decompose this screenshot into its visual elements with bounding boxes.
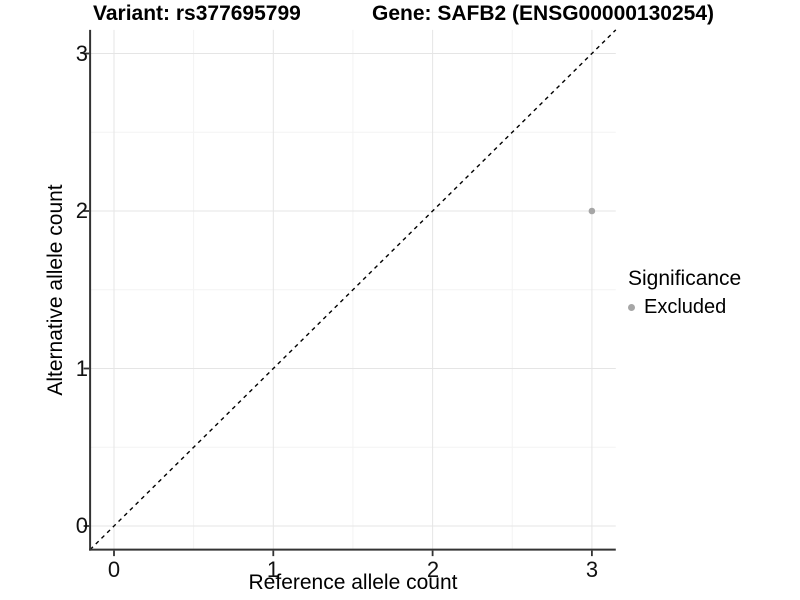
data-point-excluded bbox=[588, 207, 596, 215]
legend-entry-label: Excluded bbox=[644, 296, 727, 318]
y-tick-label-0: 0 bbox=[75, 513, 88, 538]
legend-point-icon bbox=[628, 303, 635, 311]
x-tick-label-2: 2 bbox=[426, 557, 440, 582]
legend: Significance Excluded bbox=[628, 266, 741, 320]
y-tick-label-1: 1 bbox=[75, 356, 88, 381]
legend-title: Significance bbox=[628, 267, 742, 290]
x-tick-label-1: 1 bbox=[266, 557, 280, 582]
identity-reference-line bbox=[89, 29, 617, 551]
x-tick-label-0: 0 bbox=[107, 557, 121, 582]
y-tick-label-3: 3 bbox=[75, 41, 88, 66]
plot-title-gene: Gene: SAFB2 (ENSG00000130254) bbox=[372, 2, 714, 25]
x-tick-label-3: 3 bbox=[585, 557, 599, 582]
y-tick-label-2: 2 bbox=[75, 198, 88, 223]
y-axis-title: Alternative allele count bbox=[44, 184, 67, 396]
legend-entry-excluded: Excluded bbox=[628, 294, 741, 320]
plot-title-variant: Variant: rs377695799 bbox=[93, 2, 301, 25]
x-axis-title: Reference allele count bbox=[248, 571, 458, 594]
